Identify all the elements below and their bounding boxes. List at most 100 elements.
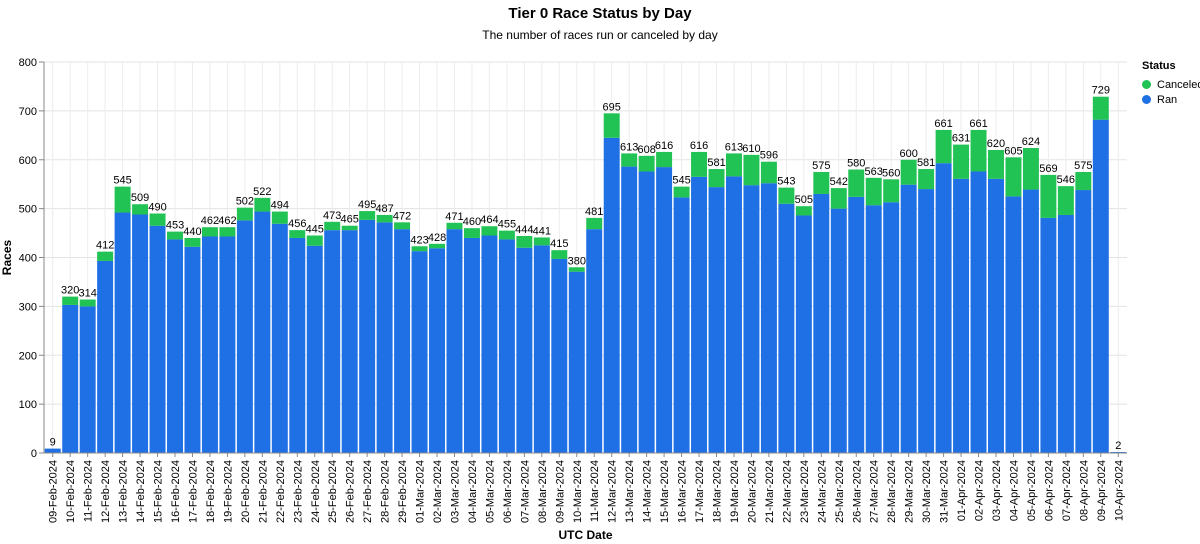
bar-canceled[interactable] <box>725 153 742 177</box>
bar-ran[interactable] <box>44 448 61 453</box>
bar-ran[interactable] <box>725 176 742 453</box>
bar-canceled[interactable] <box>201 227 218 237</box>
bar-ran[interactable] <box>114 212 131 453</box>
bar-canceled[interactable] <box>289 230 306 238</box>
bar-ran[interactable] <box>341 230 358 453</box>
bar-canceled[interactable] <box>795 206 812 216</box>
bar-canceled[interactable] <box>918 169 935 190</box>
bar-ran[interactable] <box>463 237 480 453</box>
bar-canceled[interactable] <box>132 204 149 215</box>
bar-ran[interactable] <box>62 304 79 453</box>
bar-canceled[interactable] <box>97 251 114 261</box>
bar-canceled[interactable] <box>306 235 323 246</box>
bar-ran[interactable] <box>865 205 882 453</box>
bar-canceled[interactable] <box>446 222 463 230</box>
bar-canceled[interactable] <box>743 154 760 186</box>
bar-ran[interactable] <box>830 208 847 453</box>
bar-canceled[interactable] <box>411 246 428 252</box>
bar-canceled[interactable] <box>376 214 393 223</box>
bar-ran[interactable] <box>481 235 498 453</box>
bar-ran[interactable] <box>900 184 917 453</box>
bar-canceled[interactable] <box>463 228 480 238</box>
bar-canceled[interactable] <box>673 186 690 198</box>
bar-ran[interactable] <box>167 239 183 453</box>
bar-ran[interactable] <box>795 215 812 453</box>
bar-ran[interactable] <box>446 229 463 453</box>
bar-ran[interactable] <box>1092 119 1109 454</box>
bar-canceled[interactable] <box>167 231 183 240</box>
bar-ran[interactable] <box>813 193 830 453</box>
bar-ran[interactable] <box>1005 196 1022 453</box>
bar-ran[interactable] <box>1075 190 1092 454</box>
bar-canceled[interactable] <box>236 207 253 221</box>
bar-ran[interactable] <box>778 203 795 453</box>
bar-ran[interactable] <box>1040 217 1057 453</box>
bar-ran[interactable] <box>376 222 393 453</box>
bar-canceled[interactable] <box>953 144 970 179</box>
legend-item-ran[interactable]: Ran <box>1142 92 1200 107</box>
bar-ran[interactable] <box>935 163 952 453</box>
bar-ran[interactable] <box>201 236 218 453</box>
bar-canceled[interactable] <box>988 149 1004 179</box>
bar-canceled[interactable] <box>760 161 777 184</box>
bar-canceled[interactable] <box>394 222 411 230</box>
bar-ran[interactable] <box>271 223 288 453</box>
bar-ran[interactable] <box>289 237 306 453</box>
bar-ran[interactable] <box>1057 214 1074 453</box>
bar-ran[interactable] <box>883 202 900 453</box>
bar-canceled[interactable] <box>691 151 708 177</box>
bar-canceled[interactable] <box>586 217 603 230</box>
bar-canceled[interactable] <box>1057 186 1074 215</box>
bar-canceled[interactable] <box>271 211 288 224</box>
bar-canceled[interactable] <box>62 296 79 305</box>
bar-ran[interactable] <box>743 185 760 454</box>
bar-canceled[interactable] <box>900 159 917 185</box>
bar-canceled[interactable] <box>516 235 533 248</box>
bar-canceled[interactable] <box>149 213 166 226</box>
bar-ran[interactable] <box>848 196 865 453</box>
bar-canceled[interactable] <box>481 226 498 236</box>
bar-canceled[interactable] <box>568 267 585 272</box>
bar-ran[interactable] <box>953 178 970 453</box>
bar-canceled[interactable] <box>254 197 271 212</box>
bar-ran[interactable] <box>918 189 935 453</box>
bar-canceled[interactable] <box>848 169 865 197</box>
bar-ran[interactable] <box>621 166 638 453</box>
bar-canceled[interactable] <box>533 237 550 246</box>
bar-ran[interactable] <box>254 211 271 453</box>
bar-ran[interactable] <box>568 271 585 453</box>
bar-ran[interactable] <box>132 214 149 453</box>
bar-canceled[interactable] <box>1092 96 1109 120</box>
bar-ran[interactable] <box>551 258 568 453</box>
bar-ran[interactable] <box>149 225 166 453</box>
bar-canceled[interactable] <box>1040 174 1057 218</box>
bar-ran[interactable] <box>236 220 253 453</box>
bar-ran[interactable] <box>708 187 725 453</box>
bar-ran[interactable] <box>638 171 655 454</box>
bar-ran[interactable] <box>586 229 603 453</box>
bar-canceled[interactable] <box>883 179 900 203</box>
bar-canceled[interactable] <box>1075 171 1092 191</box>
bar-canceled[interactable] <box>551 250 568 259</box>
bar-canceled[interactable] <box>184 237 201 247</box>
bar-ran[interactable] <box>691 176 708 453</box>
bar-canceled[interactable] <box>498 230 515 240</box>
bar-canceled[interactable] <box>865 177 882 206</box>
bar-canceled[interactable] <box>1005 157 1022 197</box>
bar-ran[interactable] <box>359 219 376 453</box>
bar-ran[interactable] <box>656 167 673 454</box>
bar-canceled[interactable] <box>935 129 952 164</box>
bar-canceled[interactable] <box>970 129 987 172</box>
bar-ran[interactable] <box>97 260 114 453</box>
bar-ran[interactable] <box>79 306 96 453</box>
bar-ran[interactable] <box>970 171 987 454</box>
bar-ran[interactable] <box>306 245 323 453</box>
bar-canceled[interactable] <box>638 155 655 172</box>
bar-canceled[interactable] <box>603 113 620 138</box>
bar-canceled[interactable] <box>359 211 376 220</box>
bar-canceled[interactable] <box>1022 148 1039 190</box>
bar-canceled[interactable] <box>621 153 638 167</box>
bar-ran[interactable] <box>1022 189 1039 453</box>
bar-ran[interactable] <box>324 230 341 453</box>
bar-canceled[interactable] <box>656 151 673 168</box>
